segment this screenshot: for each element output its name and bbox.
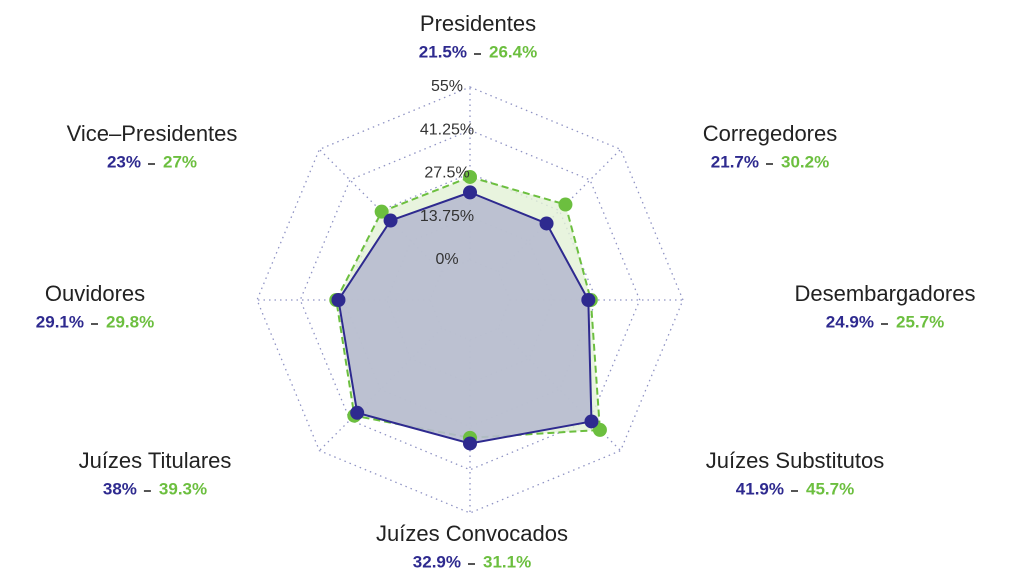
y-tick-label: 55% xyxy=(431,78,463,95)
data-point xyxy=(463,436,477,451)
category-label: Juízes Substitutos xyxy=(706,448,885,473)
value-label: 23% xyxy=(107,152,141,171)
y-tick-label: 13.75% xyxy=(420,208,474,225)
data-point xyxy=(463,185,477,200)
value-label-group: 21.7% 30.2% xyxy=(711,152,829,171)
value-label: 38% xyxy=(103,479,137,498)
y-tick-label: 0% xyxy=(435,251,458,268)
category-label: Juízes Convocados xyxy=(376,521,568,546)
data-point xyxy=(374,204,389,219)
value-label-group: 23% 27% xyxy=(107,152,197,171)
data-point xyxy=(584,414,599,429)
value-label: 29.1% xyxy=(36,312,84,331)
value-label: 25.7% xyxy=(896,312,944,331)
data-point xyxy=(558,197,573,212)
value-label: 26.4% xyxy=(489,42,537,61)
category-label: Ouvidores xyxy=(45,281,145,306)
y-tick-label: 41.25% xyxy=(420,121,474,138)
value-label: 21.5% xyxy=(419,42,467,61)
value-label: 39.3% xyxy=(159,479,207,498)
category-label: Vice–Presidentes xyxy=(67,121,238,146)
value-label-group: 29.1% 29.8% xyxy=(36,312,154,331)
data-point xyxy=(539,216,554,231)
value-label-group: 32.9% 31.1% xyxy=(413,552,531,570)
value-label-group: 41.9% 45.7% xyxy=(736,479,854,498)
value-label-group: 38% 39.3% xyxy=(103,479,207,498)
value-label: 31.1% xyxy=(483,552,531,570)
y-tick-label: 27.5% xyxy=(424,165,469,182)
value-label: 32.9% xyxy=(413,552,461,570)
category-label: Juízes Titulares xyxy=(79,448,232,473)
data-point xyxy=(592,422,607,437)
value-label-group: 21.5% 26.4% xyxy=(419,42,537,61)
data-point xyxy=(350,405,365,420)
data-point xyxy=(463,169,477,184)
category-label: Desembargadores xyxy=(795,281,976,306)
category-label: Corregedores xyxy=(703,121,838,146)
value-label: 45.7% xyxy=(806,479,854,498)
data-point xyxy=(581,293,596,307)
data-point xyxy=(331,293,346,307)
value-label: 41.9% xyxy=(736,479,784,498)
category-label: Presidentes xyxy=(420,11,536,36)
data-point xyxy=(383,213,398,228)
value-label: 29.8% xyxy=(106,312,154,331)
value-label: 24.9% xyxy=(826,312,874,331)
value-label: 21.7% xyxy=(711,152,759,171)
value-label: 27% xyxy=(163,152,197,171)
value-label-group: 24.9% 25.7% xyxy=(826,312,944,331)
value-label: 30.2% xyxy=(781,152,829,171)
